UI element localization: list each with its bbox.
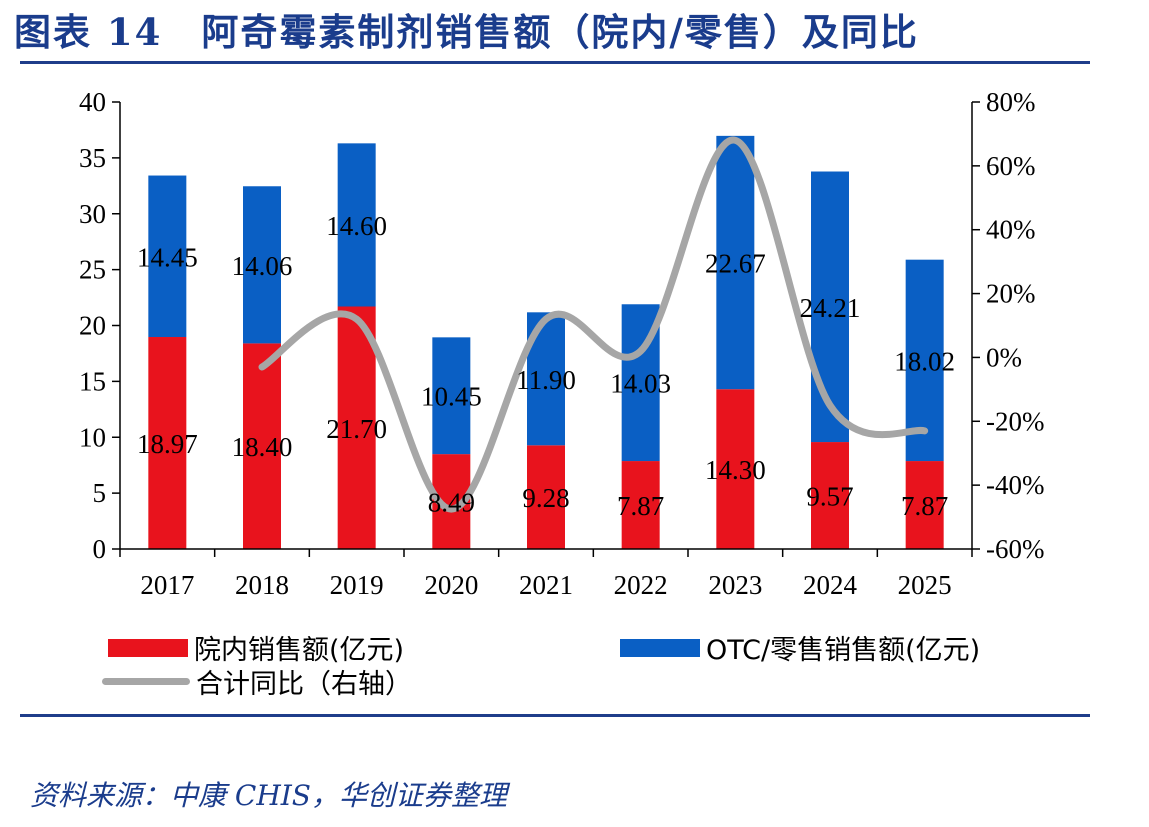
figure-title: 图表 14 阿奇霉素制剂销售额（院内/零售）及同比 <box>14 10 919 54</box>
y2-tick-label: 0% <box>986 342 1022 372</box>
legend-swatch-yoy <box>102 678 190 685</box>
y-tick-label: 30 <box>79 199 106 229</box>
y2-tick-label: 40% <box>986 215 1036 245</box>
x-tick-label: 2019 <box>330 570 384 600</box>
bar-hospital-2021 <box>527 445 565 549</box>
data-label-otc: 14.03 <box>610 369 671 399</box>
legend-item-yoy: 合计同比（右轴） <box>102 662 412 701</box>
data-label-otc: 11.90 <box>516 365 576 395</box>
x-tick-label: 2025 <box>898 570 952 600</box>
y-tick-label: 5 <box>93 478 107 508</box>
chart: 0510152025303540-60%-40%-20%0%20%40%60%8… <box>79 87 1044 600</box>
data-label-otc: 24.21 <box>800 293 861 323</box>
data-label-otc: 22.67 <box>705 249 766 279</box>
data-label-hospital: 7.87 <box>901 491 948 521</box>
bar-otc-2017 <box>148 175 187 338</box>
data-label-hospital: 9.57 <box>806 482 853 512</box>
footer-divider <box>20 714 1090 717</box>
x-tick-label: 2021 <box>519 570 573 600</box>
y2-tick-label: -40% <box>986 470 1044 500</box>
bar-hospital-2019 <box>337 306 376 549</box>
bar-hospital-2017 <box>148 337 187 549</box>
y-tick-label: 35 <box>79 143 106 173</box>
y2-tick-label: 80% <box>986 87 1036 117</box>
bar-otc-2019 <box>337 143 376 307</box>
legend-item-hospital: 院内销售额(亿元) <box>108 628 404 667</box>
x-tick-label: 2018 <box>235 570 289 600</box>
y-tick-label: 20 <box>79 311 106 341</box>
x-tick-label: 2017 <box>140 570 194 600</box>
y-tick-label: 40 <box>79 87 106 117</box>
data-label-hospital: 14.30 <box>705 455 766 485</box>
bar-hospital-2023 <box>716 389 755 549</box>
x-tick-label: 2022 <box>614 570 668 600</box>
y-tick-label: 25 <box>79 255 106 285</box>
bar-hospital-2024 <box>811 442 849 549</box>
series-line-yoy <box>258 136 929 513</box>
x-tick-label: 2024 <box>803 570 858 600</box>
legend-swatch-otc <box>620 638 700 657</box>
legend-label-otc: OTC/零售销售额(亿元) <box>706 635 981 666</box>
bar-hospital-2022 <box>621 461 660 549</box>
bar-hospital-2025 <box>905 461 944 549</box>
bar-hospital-2018 <box>243 343 281 549</box>
y-tick-label: 10 <box>79 422 106 452</box>
data-label-otc: 14.45 <box>137 242 198 272</box>
bar-otc-2018 <box>243 186 281 344</box>
data-label-hospital: 8.49 <box>428 488 475 518</box>
data-label-otc: 14.06 <box>232 251 293 281</box>
data-label-hospital: 18.97 <box>137 429 198 459</box>
data-label-hospital: 9.28 <box>522 483 569 513</box>
x-tick-label: 2023 <box>708 570 762 600</box>
data-label-hospital: 18.40 <box>232 432 293 462</box>
bar-otc-2024 <box>811 171 849 443</box>
y2-tick-label: -60% <box>986 534 1044 564</box>
data-label-otc: 10.45 <box>421 382 482 412</box>
y-tick-label: 0 <box>93 534 107 564</box>
data-label-hospital: 7.87 <box>617 491 664 521</box>
y2-tick-label: 60% <box>986 151 1036 181</box>
source-note: 资料来源：中康 CHIS，华创证券整理 <box>30 779 507 812</box>
legend-item-otc: OTC/零售销售额(亿元) <box>620 628 980 667</box>
legend-label-yoy: 合计同比（右轴） <box>196 669 412 700</box>
bar-otc-2020 <box>432 337 471 455</box>
legend-swatch-hospital <box>108 638 188 657</box>
data-label-hospital: 21.70 <box>326 414 387 444</box>
legend-label-hospital: 院内销售额(亿元) <box>194 635 405 666</box>
x-tick-label: 2020 <box>424 570 478 600</box>
y2-tick-label: -20% <box>986 406 1044 436</box>
y2-tick-label: 20% <box>986 279 1036 309</box>
title-divider <box>20 61 1090 64</box>
y-tick-label: 15 <box>79 366 106 396</box>
data-label-otc: 18.02 <box>894 346 955 376</box>
data-label-otc: 14.60 <box>326 211 387 241</box>
bar-otc-2023 <box>716 135 755 390</box>
